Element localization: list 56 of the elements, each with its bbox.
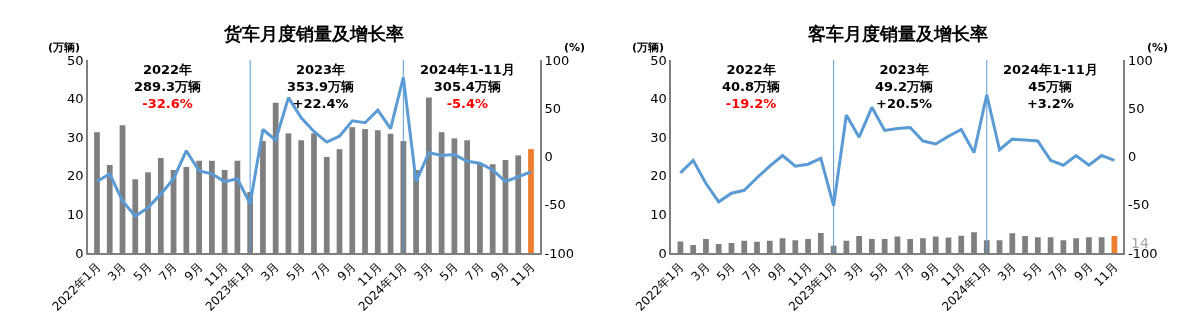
y-axis-title: (万辆) <box>632 41 665 54</box>
x-tick-label: 5月 <box>714 259 738 284</box>
x-tick-label: 3月 <box>841 259 866 284</box>
x-tick-label: 3月 <box>688 259 713 284</box>
y2-tick-label: -50 <box>544 197 566 213</box>
x-tick-label: 5月 <box>867 259 892 284</box>
y-tick-label: 20 <box>66 168 84 184</box>
annotation: 2024年1-11月 305.4万辆 -5.4% <box>420 62 515 111</box>
y2-tick-label: 100 <box>1127 52 1153 68</box>
annotation: 2023年 49.2万辆 +20.5% <box>875 62 934 111</box>
x-tick-label: 9月 <box>334 259 359 284</box>
y2-axis-title: (%) <box>564 41 586 54</box>
x-tick-label: 7月 <box>156 259 180 284</box>
y-tick-label: 50 <box>650 52 667 68</box>
x-tick-label: 7月 <box>892 259 917 284</box>
x-tick-label: 5月 <box>283 259 308 284</box>
x-tick-label: 3月 <box>105 259 129 284</box>
x-tick-label: 9月 <box>765 259 789 284</box>
y-tick-label: 40 <box>66 91 84 107</box>
x-tick-label: 3月 <box>411 259 436 284</box>
x-tick-label: 7月 <box>739 259 764 284</box>
y-tick-label: 30 <box>66 129 84 145</box>
x-tick-label: 5月 <box>436 259 461 284</box>
y2-tick-label: 100 <box>544 52 570 68</box>
y-tick-label: 50 <box>66 52 84 68</box>
y-axis-title: (万辆) <box>48 41 81 54</box>
y-tick-label: 10 <box>66 206 84 222</box>
annotation: 2023年 353.9万辆 +22.4% <box>287 62 355 111</box>
x-tick-label: 3月 <box>994 259 1019 284</box>
y2-tick-label: 0 <box>544 149 553 165</box>
x-tick-label: 7月 <box>462 259 487 284</box>
x-tick-label: 5月 <box>1020 259 1045 284</box>
annotation: 2024年1-11月 45万辆 +3.2% <box>1003 62 1098 111</box>
chart-title: 客车月度销量及增长率 <box>807 23 988 44</box>
y-tick-label: 0 <box>75 245 84 261</box>
chart-title: 货车月度销量及增长率 <box>223 23 404 44</box>
y2-tick-label: -50 <box>1127 197 1150 213</box>
y-tick-label: 40 <box>650 91 667 107</box>
y-tick-label: 10 <box>650 206 667 222</box>
y-tick-label: 20 <box>650 168 667 184</box>
y2-tick-label: -100 <box>544 245 575 261</box>
annotation: 2022年 40.8万辆 -19.2% <box>722 62 781 111</box>
y2-tick-label: 50 <box>1127 100 1145 116</box>
bar <box>528 149 534 253</box>
annotation: 2022年 289.3万辆 -32.6% <box>134 62 202 111</box>
y-tick-label: 30 <box>650 129 667 145</box>
y-tick-label: 0 <box>658 245 667 261</box>
y2-axis-title: (%) <box>1147 41 1169 54</box>
y2-tick-label: 0 <box>1127 149 1137 165</box>
x-tick-label: 11月 <box>1091 259 1121 290</box>
x-tick-label: 7月 <box>309 259 334 284</box>
x-tick-label: 9月 <box>181 259 206 284</box>
x-tick-label: 5月 <box>130 259 155 284</box>
x-tick-label: 7月 <box>1045 259 1070 284</box>
x-tick-label: 3月 <box>258 259 283 284</box>
y2-tick-label: 50 <box>544 100 562 116</box>
